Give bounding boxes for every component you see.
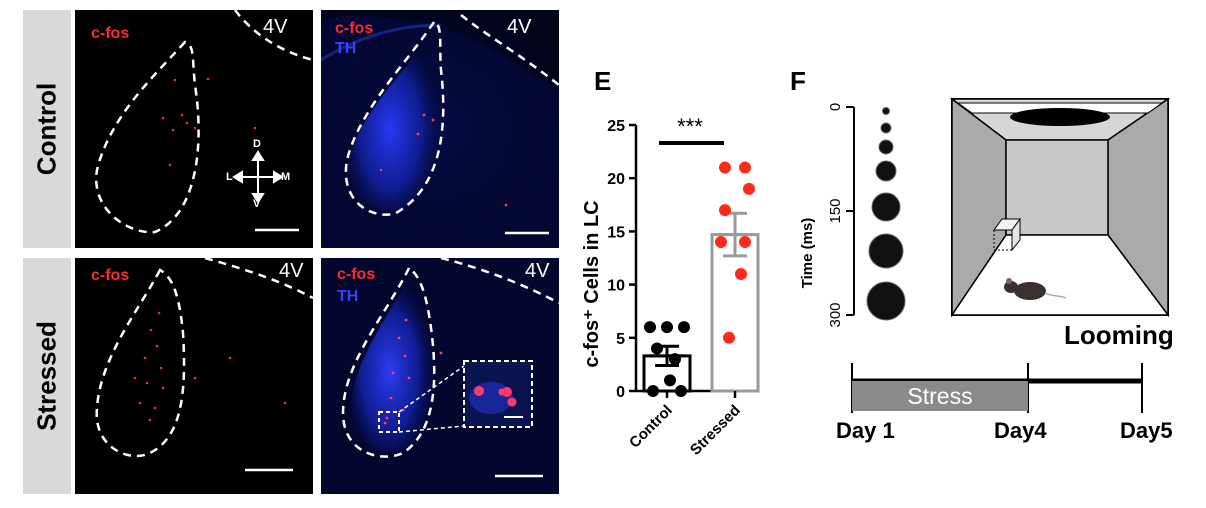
- time-axis-label: Time (ms): [799, 218, 816, 289]
- th-label: TH: [337, 288, 359, 305]
- stress-bar: [852, 381, 1028, 411]
- data-point: [664, 374, 676, 387]
- row-label-stressed: Stressed: [31, 321, 62, 431]
- micrograph-control-merge: c-fos TH 4V: [321, 10, 559, 248]
- x-tick-label: Stressed: [687, 402, 744, 459]
- micrograph-stressed-merge-drawing: [321, 258, 559, 494]
- data-point: [739, 161, 751, 174]
- data-point: [723, 331, 735, 344]
- ventricle-label: 4V: [507, 16, 532, 38]
- looming-label: Looming: [1064, 320, 1174, 350]
- stress-label: Stress: [907, 383, 972, 409]
- row-label-stressed-box: Stressed: [23, 258, 71, 494]
- bar: [710, 233, 760, 393]
- ventricle-label: 4V: [525, 260, 550, 282]
- row-label-control: Control: [31, 82, 62, 176]
- panel-e-letter: E: [594, 66, 612, 96]
- data-point: [719, 204, 731, 217]
- compass-icon: [232, 150, 284, 204]
- data-point: [739, 236, 751, 249]
- roi-box: [378, 411, 400, 433]
- day-label-1: Day 1: [836, 418, 895, 443]
- data-point: [651, 342, 663, 355]
- cfos-label: c-fos: [91, 267, 130, 284]
- data-point: [675, 385, 687, 397]
- y-tick-label: 15: [607, 224, 625, 241]
- compass-v: V: [253, 198, 261, 210]
- inset-zoom: [463, 360, 533, 428]
- data-point: [715, 236, 727, 249]
- y-tick-label: 5: [616, 331, 625, 348]
- looming-arena: [949, 97, 1171, 318]
- y-tick-label: 20: [607, 171, 625, 188]
- mouse-icon: [1004, 278, 1067, 300]
- data-point: [678, 321, 690, 334]
- ventricle-label: 4V: [263, 16, 288, 38]
- data-point: [647, 385, 659, 397]
- timeline: Stress: [851, 363, 1143, 413]
- cfos-label: c-fos: [337, 266, 376, 283]
- micrograph-control-cfos: c-fos 4V D V L M: [75, 10, 313, 248]
- compass-l: L: [226, 171, 233, 183]
- panel-e-chart: c-fos⁺ Cells in LC *** 0 5 10 15 20 25 Contro…: [581, 114, 760, 459]
- compass-d: D: [253, 138, 261, 150]
- compass-m: M: [281, 171, 291, 183]
- data-point: [735, 267, 747, 280]
- data-point: [743, 182, 755, 195]
- data-point: [644, 321, 656, 334]
- micrograph-control-cfos-drawing: [94, 10, 313, 234]
- micrograph-stressed-merge: c-fos TH 4V: [321, 258, 559, 494]
- looming-stimulus: [1010, 108, 1110, 126]
- day-label-4: Day4: [994, 418, 1047, 443]
- looming-time-axis: Time (ms) 0 150 300: [799, 103, 906, 328]
- micrograph-control-merge-drawing: [321, 10, 559, 248]
- data-point: [661, 321, 673, 334]
- micrograph-stressed-cfos-drawing: [95, 258, 313, 472]
- cfos-label: c-fos: [335, 20, 374, 37]
- time-tick-300: 300: [827, 302, 844, 327]
- row-label-control-box: Control: [23, 10, 71, 248]
- y-axis-label: c-fos⁺ Cells in LC: [581, 200, 603, 367]
- cfos-label: c-fos: [91, 25, 130, 42]
- panel-f-letter: F: [790, 66, 806, 96]
- time-tick-150: 150: [827, 198, 844, 223]
- x-tick-label: Control: [626, 402, 676, 452]
- th-label: TH: [335, 40, 357, 57]
- shelter: [993, 217, 1021, 252]
- ventricle-label: 4V: [279, 260, 304, 282]
- data-point: [719, 161, 731, 174]
- time-tick-0: 0: [827, 103, 844, 111]
- significance-label: ***: [677, 114, 703, 139]
- y-tick-label: 0: [616, 384, 625, 401]
- y-tick-label: 25: [607, 118, 625, 135]
- day-label-5: Day5: [1120, 418, 1173, 443]
- y-tick-label: 10: [607, 278, 625, 295]
- looming-disk-sequence: [866, 107, 906, 321]
- data-point: [669, 353, 681, 366]
- micrograph-stressed-cfos: c-fos 4V: [75, 258, 313, 494]
